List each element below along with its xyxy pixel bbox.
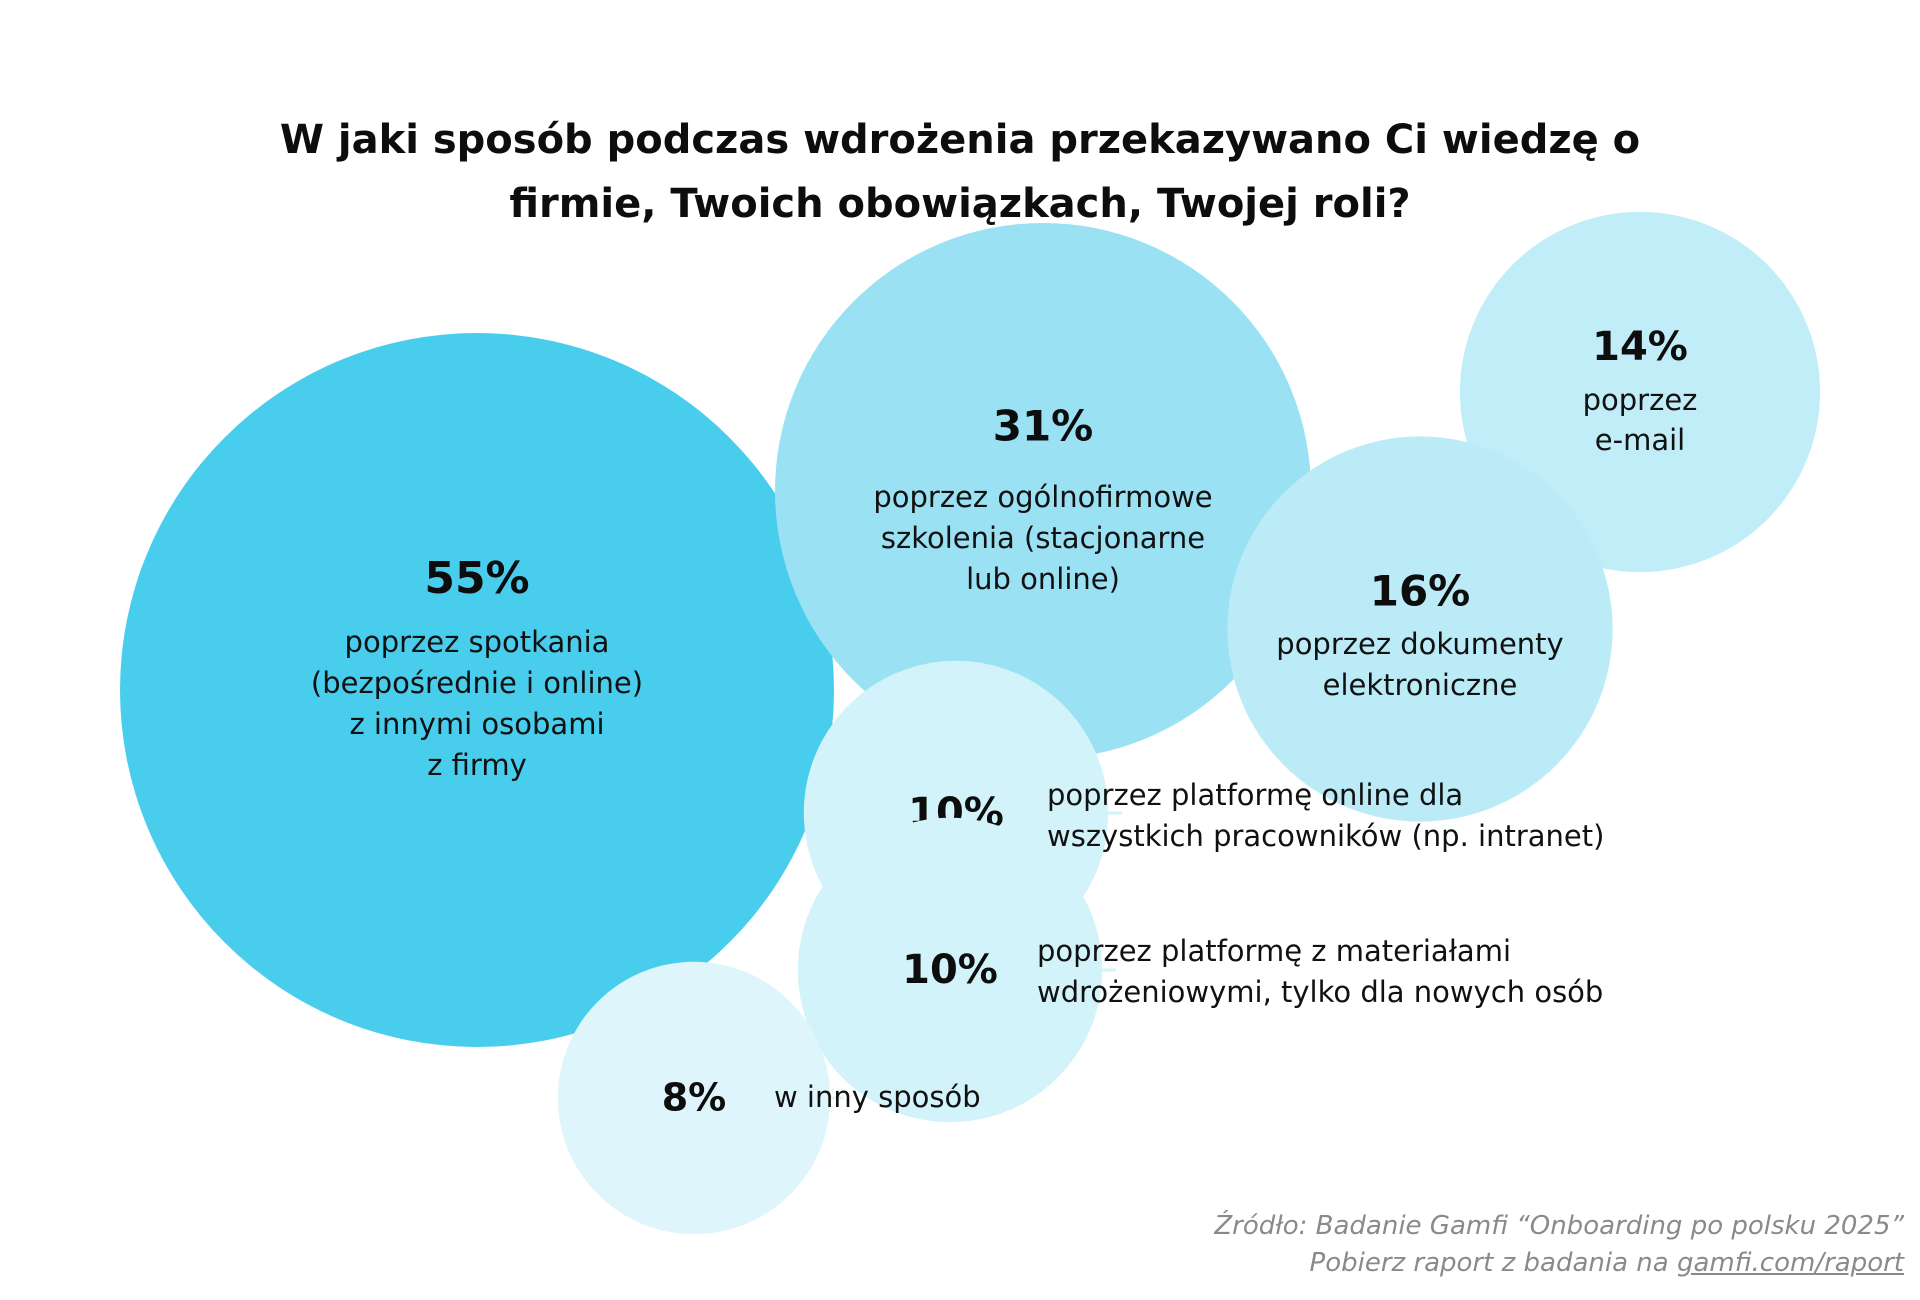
bubble-percent-label: 10% bbox=[902, 947, 998, 993]
report-link[interactable]: gamfi.com/raport bbox=[1676, 1248, 1904, 1278]
bubble-group-31-pct: 31% poprzez ogólnofirmowe szkolenia (stacj… bbox=[775, 223, 1311, 759]
bubble-group-16-pct: 16% poprzez dokumenty elektroniczne bbox=[1227, 436, 1613, 822]
bubble-description-label: poprzez bbox=[1583, 383, 1698, 417]
bubble-percent-label: 31% bbox=[993, 402, 1094, 451]
bubble-description-label: szkolenia (stacjonarne bbox=[881, 521, 1205, 555]
bubble-description-label: poprzez dokumenty bbox=[1276, 627, 1563, 661]
bubble-description-label: poprzez platformę online dla bbox=[1047, 778, 1463, 812]
bubble-percent-label: 16% bbox=[1370, 567, 1471, 616]
bubble-circle bbox=[775, 223, 1311, 759]
bubble-description-label: wszystkich pracowników (np. intranet) bbox=[1047, 819, 1604, 853]
bubble-description-label: z firmy bbox=[427, 748, 527, 782]
bubble-group-55-pct: 55% poprzez spotkania (bezpośrednie i onli… bbox=[120, 333, 834, 1047]
bubble-group-10-pct: 10% poprzez platformę z materiałami wdroże… bbox=[797, 817, 1603, 1123]
bubble-description-label: elektroniczne bbox=[1323, 668, 1518, 702]
bubble-description-label: poprzez spotkania bbox=[345, 625, 610, 659]
bubble-description-label: z innymi osobami bbox=[349, 707, 604, 741]
bubble-circle bbox=[120, 333, 834, 1047]
bubble-circle bbox=[1459, 211, 1821, 573]
bubble-circle bbox=[797, 817, 1103, 1123]
source-text: Źródło: Badanie Gamfi “Onboarding po pol… bbox=[1214, 1211, 1904, 1241]
chart-title: W jaki sposób podczas wdrożenia przekazy… bbox=[260, 108, 1660, 236]
bubble-description-label: lub online) bbox=[966, 562, 1120, 596]
bubble-description-label: poprzez platformę z materiałami bbox=[1037, 934, 1511, 968]
bubble-description-label: poprzez ogólnofirmowe bbox=[873, 480, 1212, 514]
bubble-description-label: (bezpośrednie i online) bbox=[311, 666, 643, 700]
bubble-description-label: wdrożeniowymi, tylko dla nowych osób bbox=[1037, 975, 1603, 1009]
bubble-percent-label: 55% bbox=[424, 553, 529, 604]
bubble-description-label: e-mail bbox=[1595, 423, 1685, 457]
bubble-circle bbox=[557, 961, 831, 1235]
source-footer: Źródło: Badanie Gamfi “Onboarding po pol… bbox=[1214, 1208, 1904, 1282]
bubble-percent-label: 14% bbox=[1592, 324, 1688, 370]
bubble-description-label: w inny sposób bbox=[774, 1080, 981, 1114]
bubble-circle bbox=[1227, 436, 1613, 822]
bubble-percent-label: 8% bbox=[662, 1076, 727, 1120]
bubble-group-14-pct: 14% poprzez e-mail bbox=[1459, 211, 1821, 573]
bubble-group-8-pct: 8% w inny sposób bbox=[557, 961, 981, 1235]
chart-title-line-1: W jaki sposób podczas wdrożenia przekazy… bbox=[279, 117, 1641, 163]
download-note: Pobierz raport z badania na gamfi.com/ra… bbox=[1214, 1245, 1904, 1282]
chart-title-line-2: firmie, Twoich obowiązkach, Twojej roli? bbox=[509, 181, 1411, 227]
download-prefix: Pobierz raport z badania na bbox=[1309, 1248, 1677, 1278]
